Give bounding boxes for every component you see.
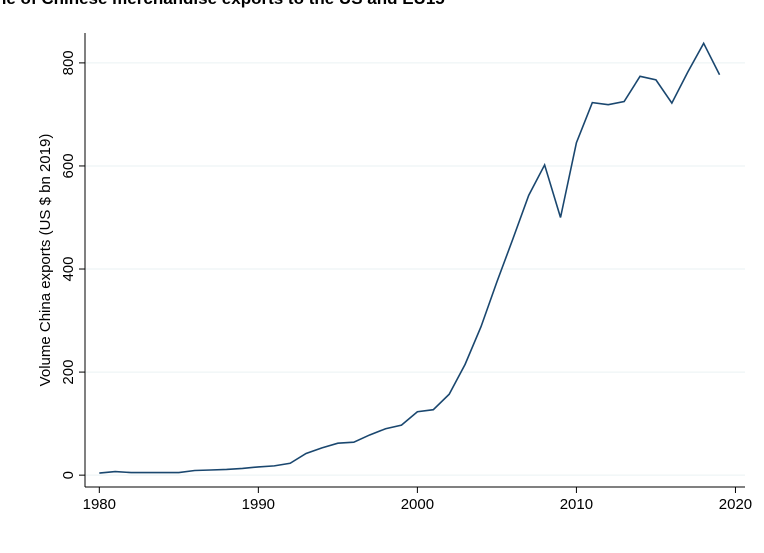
y-tick-label: 200: [60, 360, 77, 385]
chart-title: ne of Chinese merchandise exports to the…: [0, 0, 445, 8]
x-tick-label: 2000: [401, 496, 434, 513]
x-tick-label: 1990: [242, 496, 275, 513]
x-tick-label: 2020: [719, 496, 752, 513]
y-tick-label: 600: [60, 153, 77, 178]
y-tick-label: 400: [60, 257, 77, 282]
y-tick-label: 800: [60, 50, 77, 75]
y-tick-label: 0: [60, 471, 77, 479]
x-tick-label: 1980: [83, 496, 116, 513]
data-line: [99, 41, 721, 474]
x-tick-label: 2010: [560, 496, 593, 513]
y-axis-label: Volume China exports (US $ bn 2019): [37, 134, 54, 387]
